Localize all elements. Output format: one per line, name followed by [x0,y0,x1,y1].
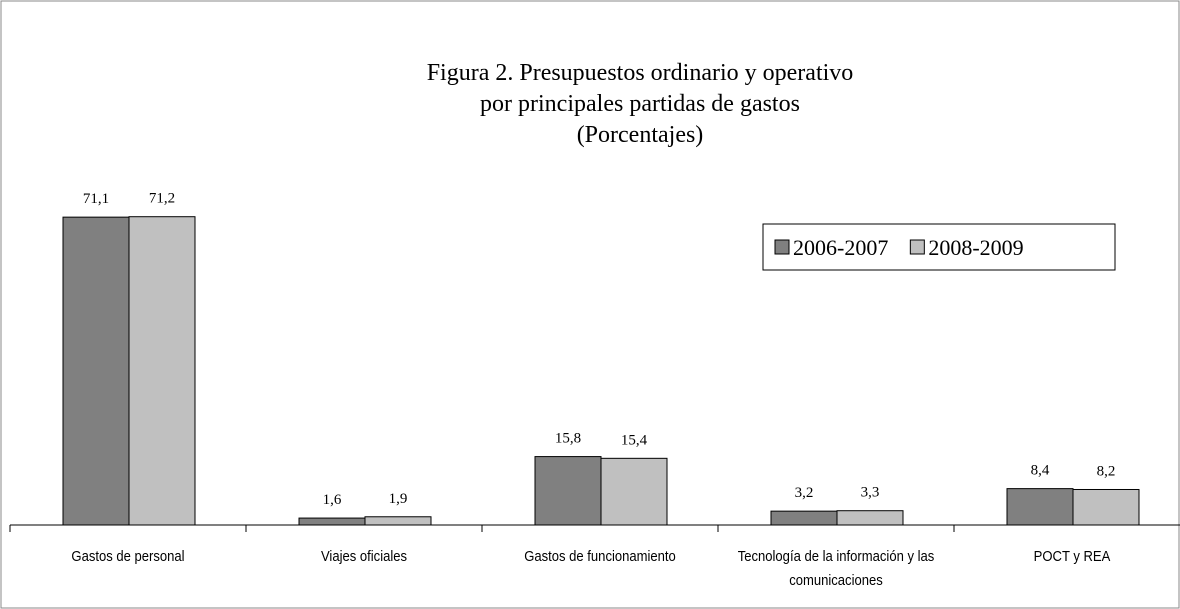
bar [298,517,366,526]
data-label: 3,2 [795,485,814,501]
bar [836,510,904,526]
data-label: 71,1 [83,191,109,207]
chart-title: Figura 2. Presupuestos ordinario y opera… [427,60,854,86]
data-label: 1,9 [389,491,408,507]
bar [364,516,432,526]
legend-label: 2006-2007 [793,235,888,260]
data-label: 15,4 [621,432,648,448]
data-label: 71,2 [149,191,175,207]
legend-label: 2008-2009 [928,235,1023,260]
bar [534,456,602,526]
bar [770,510,838,526]
x-tick-label: Tecnología de la información y las comun… [737,549,935,589]
bar [600,457,668,526]
chart-title: por principales partidas de gastos [480,91,800,117]
bar [128,216,196,526]
bar [1006,488,1074,526]
data-label: 3,3 [861,485,880,501]
data-label: 8,2 [1097,463,1116,479]
x-tick-label: Viajes oficiales [320,549,408,565]
x-tick-label: POCT y REA [1033,549,1111,565]
legend-swatch [774,239,790,255]
data-label: 8,4 [1031,463,1050,479]
bar [1072,488,1140,526]
x-tick-label: Gastos de funcionamiento [524,549,676,565]
legend-box [762,223,1116,271]
bar [62,216,130,526]
data-label: 1,6 [323,492,342,508]
legend-swatch [909,239,925,255]
chart-title: (Porcentajes) [577,122,704,148]
data-label: 15,8 [555,431,581,447]
x-tick-label: Gastos de personal [71,549,185,565]
